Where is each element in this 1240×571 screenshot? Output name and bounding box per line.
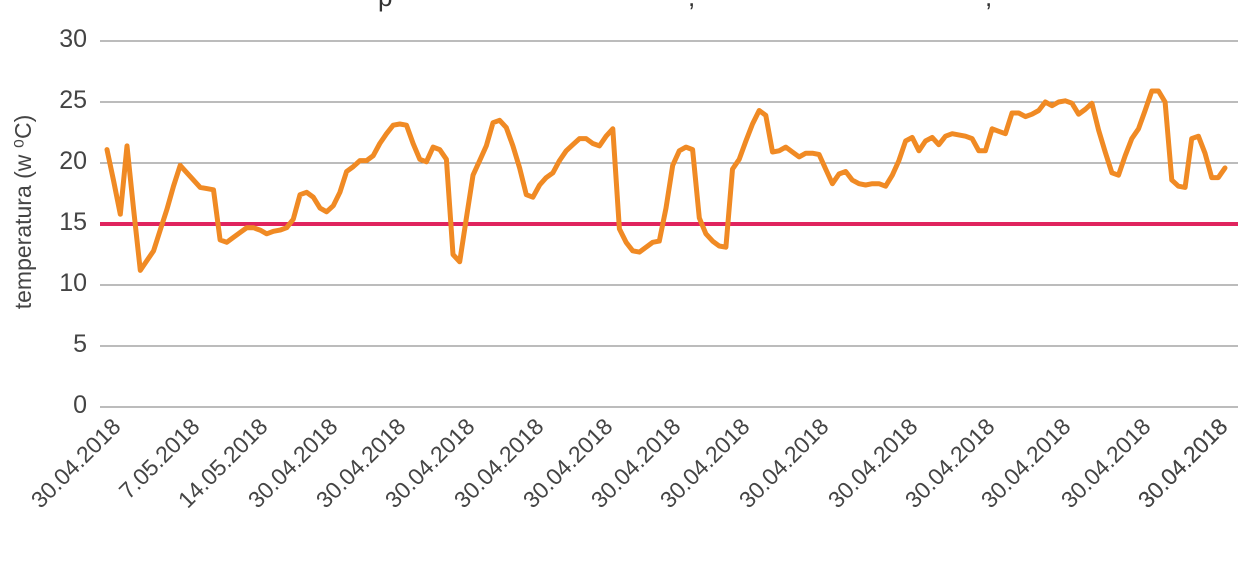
title-fragment: p (378, 0, 392, 12)
y-axis-ticks: 0 5 10 15 20 25 30 (59, 25, 87, 419)
y-tick-label: 25 (59, 86, 87, 114)
y-tick-label: 0 (73, 391, 87, 419)
cropped-title: p , , (378, 0, 992, 12)
y-tick-label: 20 (59, 147, 87, 175)
y-axis-label: temperatura (w ⁰C) (10, 115, 36, 310)
series-line (104, 88, 1228, 273)
title-fragment: , (985, 0, 992, 12)
y-tick-label: 30 (59, 25, 87, 53)
y-tick-label: 10 (59, 269, 87, 297)
x-tick-label: 30.04.2018 (26, 413, 126, 513)
title-fragment: , (688, 0, 695, 12)
x-axis-ticks: 30.04.20187.05.201814.05.201830.04.20183… (26, 413, 1233, 513)
series-temperature (104, 88, 1228, 273)
y-tick-label: 15 (59, 208, 87, 236)
y-tick-label: 5 (73, 330, 87, 358)
